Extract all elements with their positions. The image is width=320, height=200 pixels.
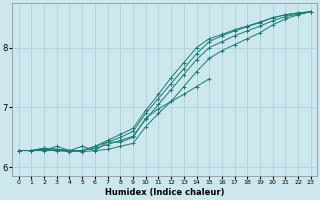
X-axis label: Humidex (Indice chaleur): Humidex (Indice chaleur) bbox=[105, 188, 225, 197]
